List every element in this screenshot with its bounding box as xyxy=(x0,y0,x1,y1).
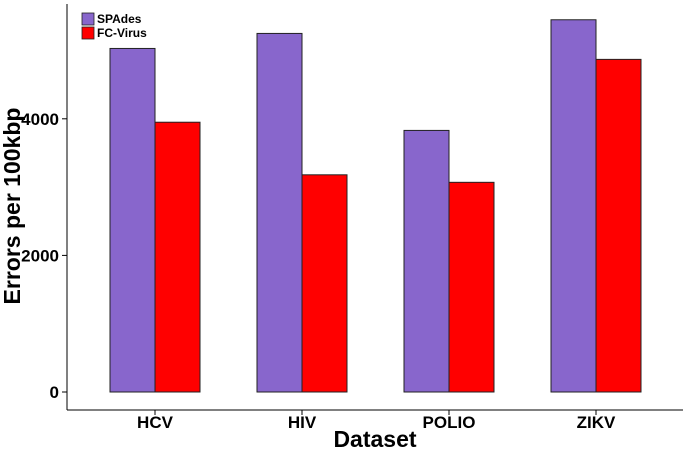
y-tick-label: 0 xyxy=(50,383,59,402)
legend-swatch-spades xyxy=(81,12,95,26)
x-ticks: HCV HIV POLIO ZIKV xyxy=(137,410,616,432)
bar-spades-polio xyxy=(403,129,450,393)
bar-fc-virus-zikv xyxy=(595,58,642,393)
bars-group xyxy=(109,19,642,393)
bar-fc-virus-polio xyxy=(448,181,495,393)
x-tick-label-polio: POLIO xyxy=(423,413,476,432)
legend-swatch-fc-virus xyxy=(81,26,95,40)
bar-fc-virus-hiv xyxy=(301,174,348,393)
x-tick-label-hiv: HIV xyxy=(288,413,317,432)
legend-label-fc-virus: FC-Virus xyxy=(97,26,147,40)
y-axis-title: Errors per 100kbp xyxy=(0,108,25,305)
y-tick-label: 2000 xyxy=(21,246,59,265)
x-tick-label-zikv: ZIKV xyxy=(577,413,616,432)
y-ticks: 0 2000 4000 xyxy=(21,110,67,402)
x-tick-label-hcv: HCV xyxy=(137,413,174,432)
x-axis-title: Dataset xyxy=(333,426,416,451)
legend-label-spades: SPAdes xyxy=(97,12,142,26)
bar-spades-zikv xyxy=(550,19,597,393)
bar-spades-hcv xyxy=(109,47,156,393)
bar-fc-virus-hcv xyxy=(154,121,201,393)
bar-spades-hiv xyxy=(256,32,303,393)
y-tick-label: 4000 xyxy=(21,110,59,129)
